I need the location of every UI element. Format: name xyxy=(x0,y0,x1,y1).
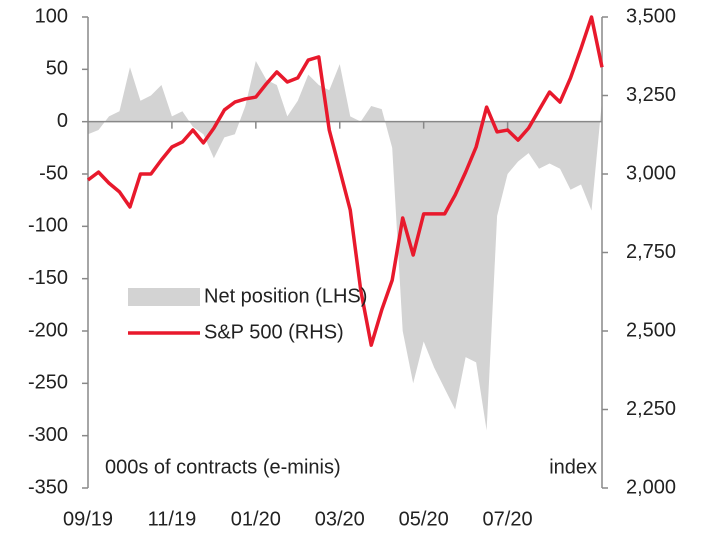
y-tick-label: -300 xyxy=(28,424,68,446)
legend-swatch xyxy=(128,288,200,306)
legend-label: Net position (LHS) xyxy=(204,285,367,307)
left-unit: 000s of contracts (e-minis) xyxy=(105,456,341,478)
y2-tick-label: 2,250 xyxy=(626,398,676,420)
x-tick-label: 11/19 xyxy=(148,508,197,530)
net-position-area xyxy=(88,60,602,431)
y-tick-label: -100 xyxy=(28,215,68,237)
y2-tick-label: 2,500 xyxy=(626,319,676,341)
y-tick-label: -200 xyxy=(28,319,68,341)
x-tick-label: 01/20 xyxy=(231,508,281,530)
y-tick-label: 0 xyxy=(57,110,68,132)
x-tick-label: 07/20 xyxy=(483,508,533,530)
legend-label: S&P 500 (RHS) xyxy=(204,321,344,343)
y-tick-label: 50 xyxy=(46,58,68,80)
y2-tick-label: 2,000 xyxy=(626,476,676,498)
right-unit: index xyxy=(549,456,597,478)
x-tick-label: 03/20 xyxy=(315,508,365,530)
y2-tick-label: 3,250 xyxy=(626,84,676,106)
sp500-line xyxy=(86,15,604,347)
x-tick-label: 09/19 xyxy=(63,508,113,530)
y2-tick-label: 3,500 xyxy=(626,5,676,27)
y-tick-label: -50 xyxy=(39,162,68,184)
x-tick-label: 05/20 xyxy=(399,508,449,530)
y2-tick-label: 3,000 xyxy=(626,162,676,184)
y-tick-label: 100 xyxy=(35,5,68,27)
y-tick-label: -250 xyxy=(28,372,68,394)
y2-tick-label: 2,750 xyxy=(626,241,676,263)
y-tick-label: -150 xyxy=(28,267,68,289)
y-tick-label: -350 xyxy=(28,476,68,498)
